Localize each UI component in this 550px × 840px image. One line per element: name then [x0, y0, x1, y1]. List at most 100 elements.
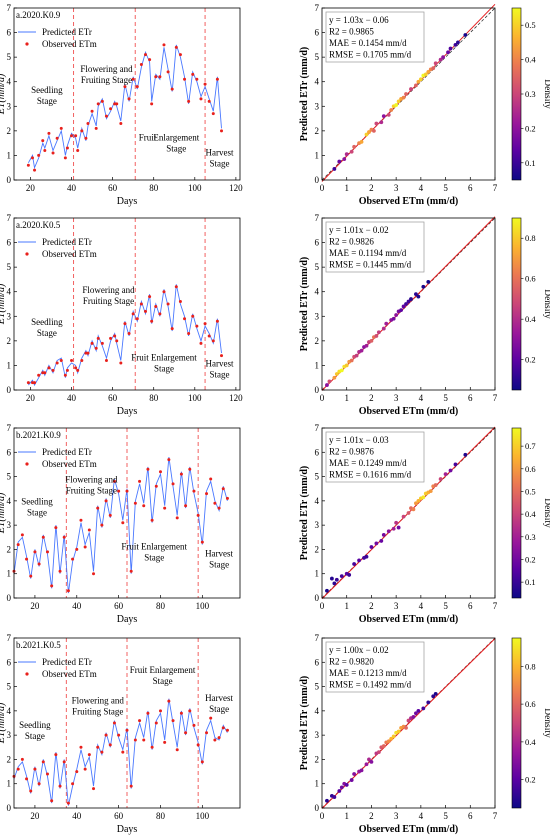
observed-point [104, 114, 108, 118]
observed-point [71, 782, 75, 786]
stage-label: Stage [209, 560, 229, 570]
x-tick-label: 20 [30, 811, 40, 821]
observed-point [37, 782, 41, 786]
scatter-point [414, 83, 418, 88]
colorbar [511, 637, 522, 809]
y-tick-label: 6 [315, 28, 320, 38]
stage-label: Harvest [205, 147, 233, 157]
x-tick-label: 3 [394, 811, 399, 821]
observed-point [79, 745, 83, 749]
scatter-point [374, 541, 379, 546]
scatter-point [401, 304, 406, 309]
legend-predicted: Predicted ETr [42, 657, 92, 667]
colorbar-tick-label: 0.4 [525, 509, 536, 519]
stats-line: y = 1.03x − 0.06 [329, 15, 389, 25]
observed-point [127, 97, 131, 101]
observed-point [225, 496, 229, 500]
x-tick-label: 60 [114, 601, 124, 611]
observed-point [100, 523, 104, 527]
stage-label: Stage [37, 328, 57, 338]
x-axis-label: Days [117, 406, 138, 417]
scatter-point [406, 718, 411, 723]
observed-point [127, 331, 131, 335]
y-tick-label: 1 [7, 360, 12, 370]
stage-label: Seedling [19, 720, 51, 730]
y-tick-label: 6 [315, 657, 320, 667]
observed-point [80, 129, 84, 133]
scatter-point [357, 558, 361, 563]
scatter-point [325, 798, 329, 803]
scatter-point [332, 581, 337, 586]
scatter-point [416, 294, 421, 299]
y-tick-label: 1 [315, 360, 320, 370]
y-tick-label: 1 [315, 150, 320, 160]
observed-point [167, 699, 171, 703]
observed-point [131, 312, 135, 316]
y-tick-label: 2 [315, 754, 320, 764]
observed-point [59, 359, 63, 363]
x-tick-label: 6 [468, 811, 473, 821]
observed-point [115, 339, 119, 343]
y-tick-label: 1 [7, 779, 12, 789]
y-tick-label: 7 [7, 633, 12, 643]
x-tick-label: 7 [493, 183, 498, 193]
x-tick-label: 20 [30, 601, 40, 611]
plot-frame [321, 217, 496, 391]
scatter-point [349, 778, 354, 782]
scatter-point [426, 700, 431, 705]
scatter-point [367, 130, 371, 134]
x-tick-label: 1 [344, 183, 349, 193]
observed-point [196, 743, 200, 747]
y-tick-label: 4 [7, 287, 12, 297]
scatter-point [339, 574, 344, 579]
observed-point [121, 750, 125, 754]
observed-point [138, 479, 142, 483]
observed-point [170, 327, 174, 331]
scatter-point [443, 472, 448, 477]
observed-point [158, 75, 162, 79]
scatter-point [394, 103, 399, 107]
stats-line: MAE = 0.1454 mm/d [329, 38, 407, 48]
scatter-point [352, 562, 357, 566]
stage-label: Harvest [205, 359, 233, 369]
observed-point [123, 85, 127, 89]
stage-label: Harvest [205, 549, 233, 559]
y-tick-label: 3 [315, 101, 320, 111]
observed-point [20, 757, 24, 761]
colorbar [511, 427, 522, 599]
legend-observed: Observed ETm [42, 249, 97, 259]
observed-point [191, 314, 195, 318]
observed-point [217, 506, 221, 510]
observed-point [41, 760, 45, 764]
stage-label: Flowering and [65, 475, 118, 485]
observed-point [63, 156, 67, 160]
colorbar-tick-label: 0.1 [525, 158, 536, 168]
observed-point [100, 750, 104, 754]
x-tick-label: 60 [108, 183, 118, 193]
colorbar-label: Density [542, 498, 550, 528]
scatter-point [381, 114, 386, 119]
scatter-point [344, 363, 349, 368]
scatter-point [342, 157, 347, 162]
colorbar-label: Density [542, 289, 550, 319]
scatter-point [372, 128, 376, 133]
observed-point [115, 102, 119, 106]
x-tick-label: 2 [369, 393, 374, 403]
scatter-point [359, 140, 364, 144]
scatter-point [364, 343, 369, 348]
observed-point [104, 499, 108, 503]
scatter-point [391, 734, 396, 739]
plot-frame [13, 637, 241, 809]
stage-label: Stage [37, 96, 57, 106]
y-tick-label: 7 [7, 3, 12, 13]
x-tick-label: 100 [188, 183, 202, 193]
colorbar-label: Density [542, 708, 550, 738]
observed-point [150, 745, 154, 749]
colorbar-tick-label: 0.4 [525, 55, 536, 65]
observed-point [162, 43, 166, 47]
plot-frame [321, 7, 496, 181]
x-axis-label: Observed ETm (mm/d) [359, 614, 458, 625]
scatter-point [389, 108, 394, 112]
panel-title: b.2021.K0.9 [16, 430, 61, 440]
